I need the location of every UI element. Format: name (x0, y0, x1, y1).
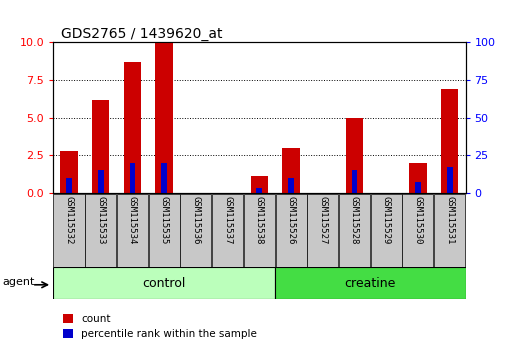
Bar (288, 178, 293, 193)
Bar (180, 194, 211, 267)
Text: GDS2765 / 1439620_at: GDS2765 / 1439620_at (61, 28, 222, 41)
Bar (155, 42, 173, 193)
Legend: count, percentile rank within the sample: count, percentile rank within the sample (58, 310, 261, 343)
Bar (370, 194, 401, 267)
Bar (97, 170, 104, 193)
Bar (275, 267, 465, 299)
Bar (440, 89, 458, 193)
Bar (433, 194, 464, 267)
Text: agent: agent (3, 276, 35, 287)
Bar (414, 182, 420, 193)
Bar (53, 267, 275, 299)
Bar (401, 194, 433, 267)
Text: GSM115535: GSM115535 (160, 196, 168, 244)
Text: control: control (142, 277, 185, 290)
Bar (282, 148, 299, 193)
Bar (345, 118, 363, 193)
Text: GSM115528: GSM115528 (349, 196, 358, 244)
Bar (338, 194, 369, 267)
Bar (307, 194, 338, 267)
Bar (275, 194, 306, 267)
Text: GSM115536: GSM115536 (191, 196, 200, 244)
Text: GSM115537: GSM115537 (223, 196, 232, 244)
Bar (161, 163, 167, 193)
Bar (60, 151, 78, 193)
Text: GSM115526: GSM115526 (286, 196, 295, 244)
Bar (250, 176, 268, 193)
Bar (351, 170, 357, 193)
Bar (123, 62, 141, 193)
Bar (92, 100, 109, 193)
Bar (66, 178, 72, 193)
Bar (129, 163, 135, 193)
Text: GSM115529: GSM115529 (381, 196, 390, 244)
Bar (212, 194, 243, 267)
Text: GSM115530: GSM115530 (413, 196, 422, 244)
Bar (256, 188, 262, 193)
Text: GSM115534: GSM115534 (128, 196, 137, 244)
Text: GSM115533: GSM115533 (96, 196, 105, 244)
Text: GSM115527: GSM115527 (318, 196, 327, 244)
Bar (243, 194, 274, 267)
Bar (54, 194, 84, 267)
Bar (409, 163, 426, 193)
Text: GSM115532: GSM115532 (64, 196, 73, 244)
Text: creatine: creatine (344, 277, 395, 290)
Text: GSM115531: GSM115531 (444, 196, 453, 244)
Text: GSM115538: GSM115538 (255, 196, 263, 244)
Bar (148, 194, 179, 267)
Bar (117, 194, 147, 267)
Bar (85, 194, 116, 267)
Bar (446, 167, 451, 193)
